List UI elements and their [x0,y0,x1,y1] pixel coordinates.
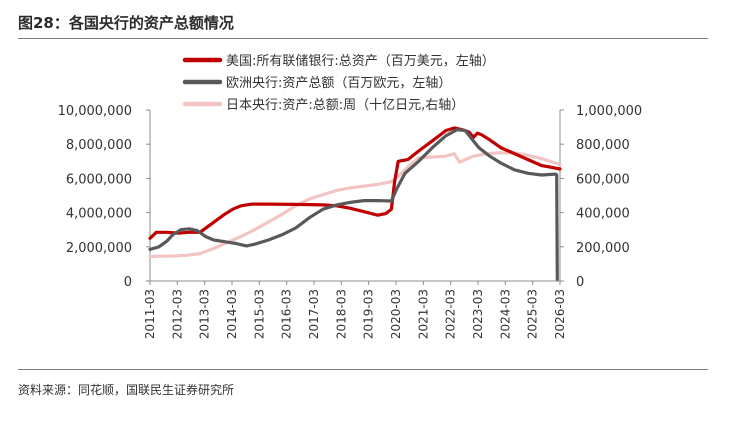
x-tick-label: 2011-03 [143,289,157,339]
series-line-1 [148,126,562,240]
x-tick-label: 2023-03 [471,289,485,339]
left-tick-label: 8,000,000 [66,138,132,153]
legend: 美国:所有联储银行:总资产（百万美元，左轴） 欧洲央行:资产总额（百万欧元，左轴）… [182,54,495,113]
right-axis: 0 200,000 400,000 600,000 800,000 1,000,000 [559,104,642,290]
x-tick-label: 2021-03 [416,289,430,339]
x-tick-label: 2018-03 [334,289,348,339]
x-tick-label: 2022-03 [444,289,458,339]
right-tick-label: 200,000 [576,241,630,256]
x-tick-label: 2013-03 [198,289,212,339]
figure-title: 图28：各国央行的资产总额情况 [18,14,234,32]
x-tick-label: 2019-03 [362,289,376,339]
right-tick-label: 400,000 [576,207,630,222]
chart: 美国:所有联储银行:总资产（百万美元，左轴） 欧洲央行:资产总额（百万欧元，左轴）… [58,54,643,339]
x-tick-label: 2020-03 [389,289,403,339]
source-note: 资料来源：同花顺，国联民生证券研究所 [18,383,235,397]
x-tick-label: 2017-03 [307,289,321,339]
legend-label-1: 美国:所有联储银行:总资产（百万美元，左轴） [226,54,495,69]
x-tick-label: 2012-03 [170,289,184,339]
x-axis: 2011-03 2012-03 2013-03 2014-03 2015-03 2016-… [143,280,567,339]
left-tick-label: 2,000,000 [66,241,132,256]
title-rule [18,38,708,39]
left-tick-label: 10,000,000 [58,104,132,119]
left-tick-label: 6,000,000 [66,172,132,187]
legend-label-3: 日本央行:资产:总额:周（十亿日元,右轴） [226,98,464,113]
series-line-3 [148,151,562,259]
x-tick-label: 2015-03 [252,289,266,339]
legend-label-2: 欧洲央行:资产总额（百万欧元，左轴） [226,76,451,91]
left-tick-label: 4,000,000 [66,207,132,222]
x-tick-label: 2016-03 [280,289,294,339]
right-tick-label: 800,000 [576,138,630,153]
left-axis: 0 2,000,000 4,000,000 6,000,000 8,000,000 10,… [58,104,151,290]
x-tick-label: 2025-03 [526,289,540,339]
right-tick-label: 600,000 [576,172,630,187]
series-line-2 [148,128,559,281]
x-tick-label: 2026-03 [553,289,567,339]
left-tick-label: 0 [124,275,132,290]
right-tick-label: 0 [576,275,584,290]
right-tick-label: 1,000,000 [576,104,642,119]
series-layer [148,126,562,281]
x-tick-label: 2024-03 [498,289,512,339]
x-tick-label: 2014-03 [225,289,239,339]
source-rule [18,369,708,370]
